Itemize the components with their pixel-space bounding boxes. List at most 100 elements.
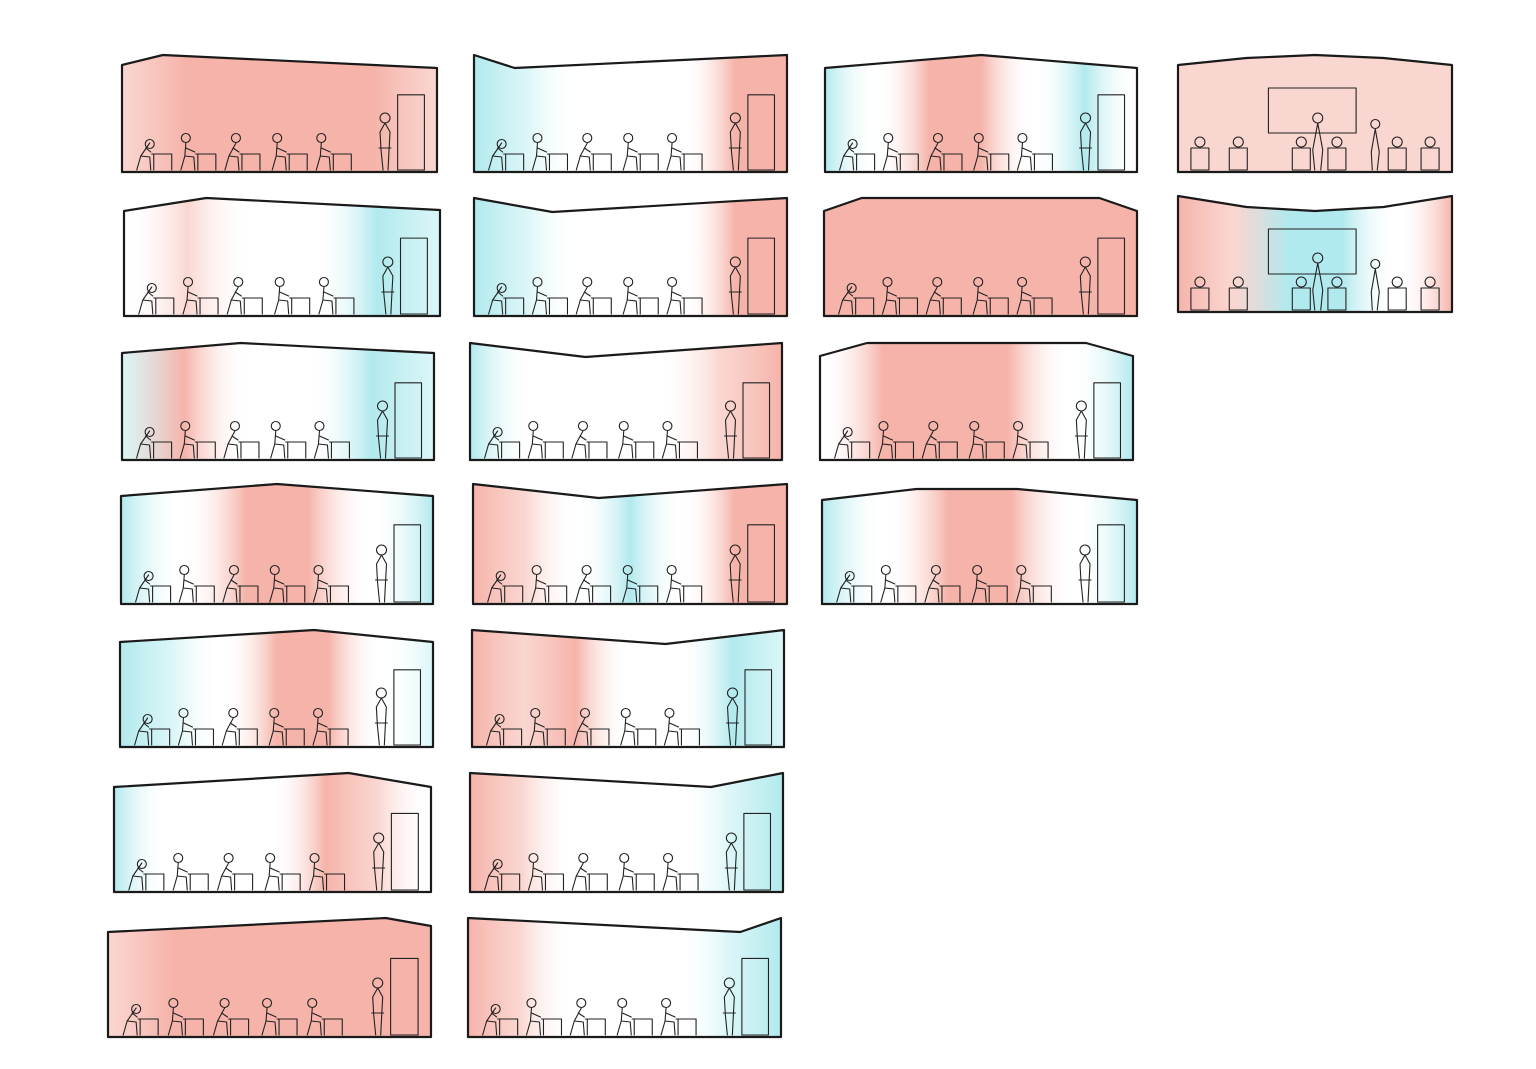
person-head xyxy=(496,138,507,150)
seated-person xyxy=(318,286,334,315)
seated-person xyxy=(836,574,852,603)
seated-person xyxy=(527,430,543,459)
desk xyxy=(542,441,564,459)
door xyxy=(399,237,428,315)
section-panel xyxy=(112,771,433,894)
desk xyxy=(1420,147,1440,171)
seated-person xyxy=(315,142,331,171)
section-outline xyxy=(1176,194,1454,314)
person-head xyxy=(1194,276,1206,288)
person-head xyxy=(1424,276,1436,288)
seated-person xyxy=(968,430,984,459)
watercolor-wash xyxy=(108,918,431,1037)
watercolor-wash xyxy=(114,773,431,892)
desk xyxy=(1291,287,1311,311)
watercolor-wash xyxy=(122,55,437,172)
desk xyxy=(896,297,919,315)
standing-person xyxy=(724,842,738,891)
desk xyxy=(586,873,608,891)
watercolor-wash xyxy=(820,343,1133,460)
desk xyxy=(936,441,958,459)
desk xyxy=(892,441,915,459)
seated-person xyxy=(136,430,152,459)
standing-person xyxy=(728,266,742,315)
watercolor-wash xyxy=(825,55,1137,172)
desk xyxy=(849,441,871,459)
desk xyxy=(941,153,963,171)
seated-person xyxy=(482,1007,498,1036)
door xyxy=(393,669,422,746)
desk xyxy=(151,441,173,459)
desk xyxy=(323,873,346,891)
desk xyxy=(987,297,1009,315)
seated-person xyxy=(569,1007,585,1036)
standing-person xyxy=(1074,410,1088,459)
screen xyxy=(1267,87,1357,134)
seated-person xyxy=(925,286,941,315)
desk xyxy=(851,585,873,603)
person-head xyxy=(1424,136,1436,148)
standing-person xyxy=(1312,122,1324,171)
desk xyxy=(1387,147,1407,171)
seated-person xyxy=(877,430,894,459)
desk xyxy=(289,297,311,315)
desk xyxy=(1228,287,1248,311)
desk xyxy=(637,297,659,315)
seated-person xyxy=(926,142,942,171)
desk xyxy=(546,297,569,315)
section-panel xyxy=(472,53,789,174)
seated-person xyxy=(622,286,638,315)
desk xyxy=(283,728,305,746)
person-head xyxy=(144,138,155,150)
door xyxy=(743,812,772,891)
section-panel xyxy=(120,341,436,462)
seated-person xyxy=(525,1007,542,1036)
desk xyxy=(1327,147,1347,171)
person-head xyxy=(846,282,857,294)
desk xyxy=(897,153,919,171)
person-head xyxy=(1194,136,1206,148)
desk xyxy=(503,297,525,315)
desk xyxy=(232,873,254,891)
desk xyxy=(276,1018,298,1036)
person-head xyxy=(495,570,506,582)
person-head xyxy=(1391,136,1403,148)
standing-person xyxy=(1078,554,1092,603)
desk xyxy=(895,585,917,603)
desk xyxy=(150,585,172,603)
watercolor-wash xyxy=(822,489,1137,604)
seated-person xyxy=(921,430,937,459)
desk xyxy=(182,1018,204,1036)
person-head xyxy=(143,570,154,582)
door xyxy=(1097,237,1126,315)
seated-person xyxy=(484,430,500,459)
person-head xyxy=(492,858,503,870)
watercolor-wash xyxy=(473,484,787,604)
section-outline xyxy=(472,53,789,174)
seated-person xyxy=(618,862,634,891)
seated-person xyxy=(620,717,636,746)
door xyxy=(394,382,423,459)
seated-person xyxy=(666,286,682,315)
desk xyxy=(988,153,1010,171)
desk xyxy=(237,585,259,603)
section-outline xyxy=(112,771,433,894)
seated-person xyxy=(167,1007,183,1036)
desk xyxy=(238,441,260,459)
seated-person xyxy=(571,430,587,459)
desk xyxy=(681,153,703,171)
desk xyxy=(153,297,175,315)
section-panel xyxy=(470,628,786,749)
watercolor-wash xyxy=(470,773,783,892)
desk xyxy=(502,585,524,603)
watercolor-wash xyxy=(120,630,433,747)
person-head xyxy=(1391,276,1403,288)
person-head xyxy=(1295,276,1307,288)
desk xyxy=(286,153,308,171)
person-head xyxy=(842,426,853,438)
seated-person xyxy=(666,142,682,171)
section-outline xyxy=(472,196,789,318)
desk xyxy=(501,728,523,746)
standing-person xyxy=(1312,262,1324,311)
seated-person xyxy=(531,286,548,315)
